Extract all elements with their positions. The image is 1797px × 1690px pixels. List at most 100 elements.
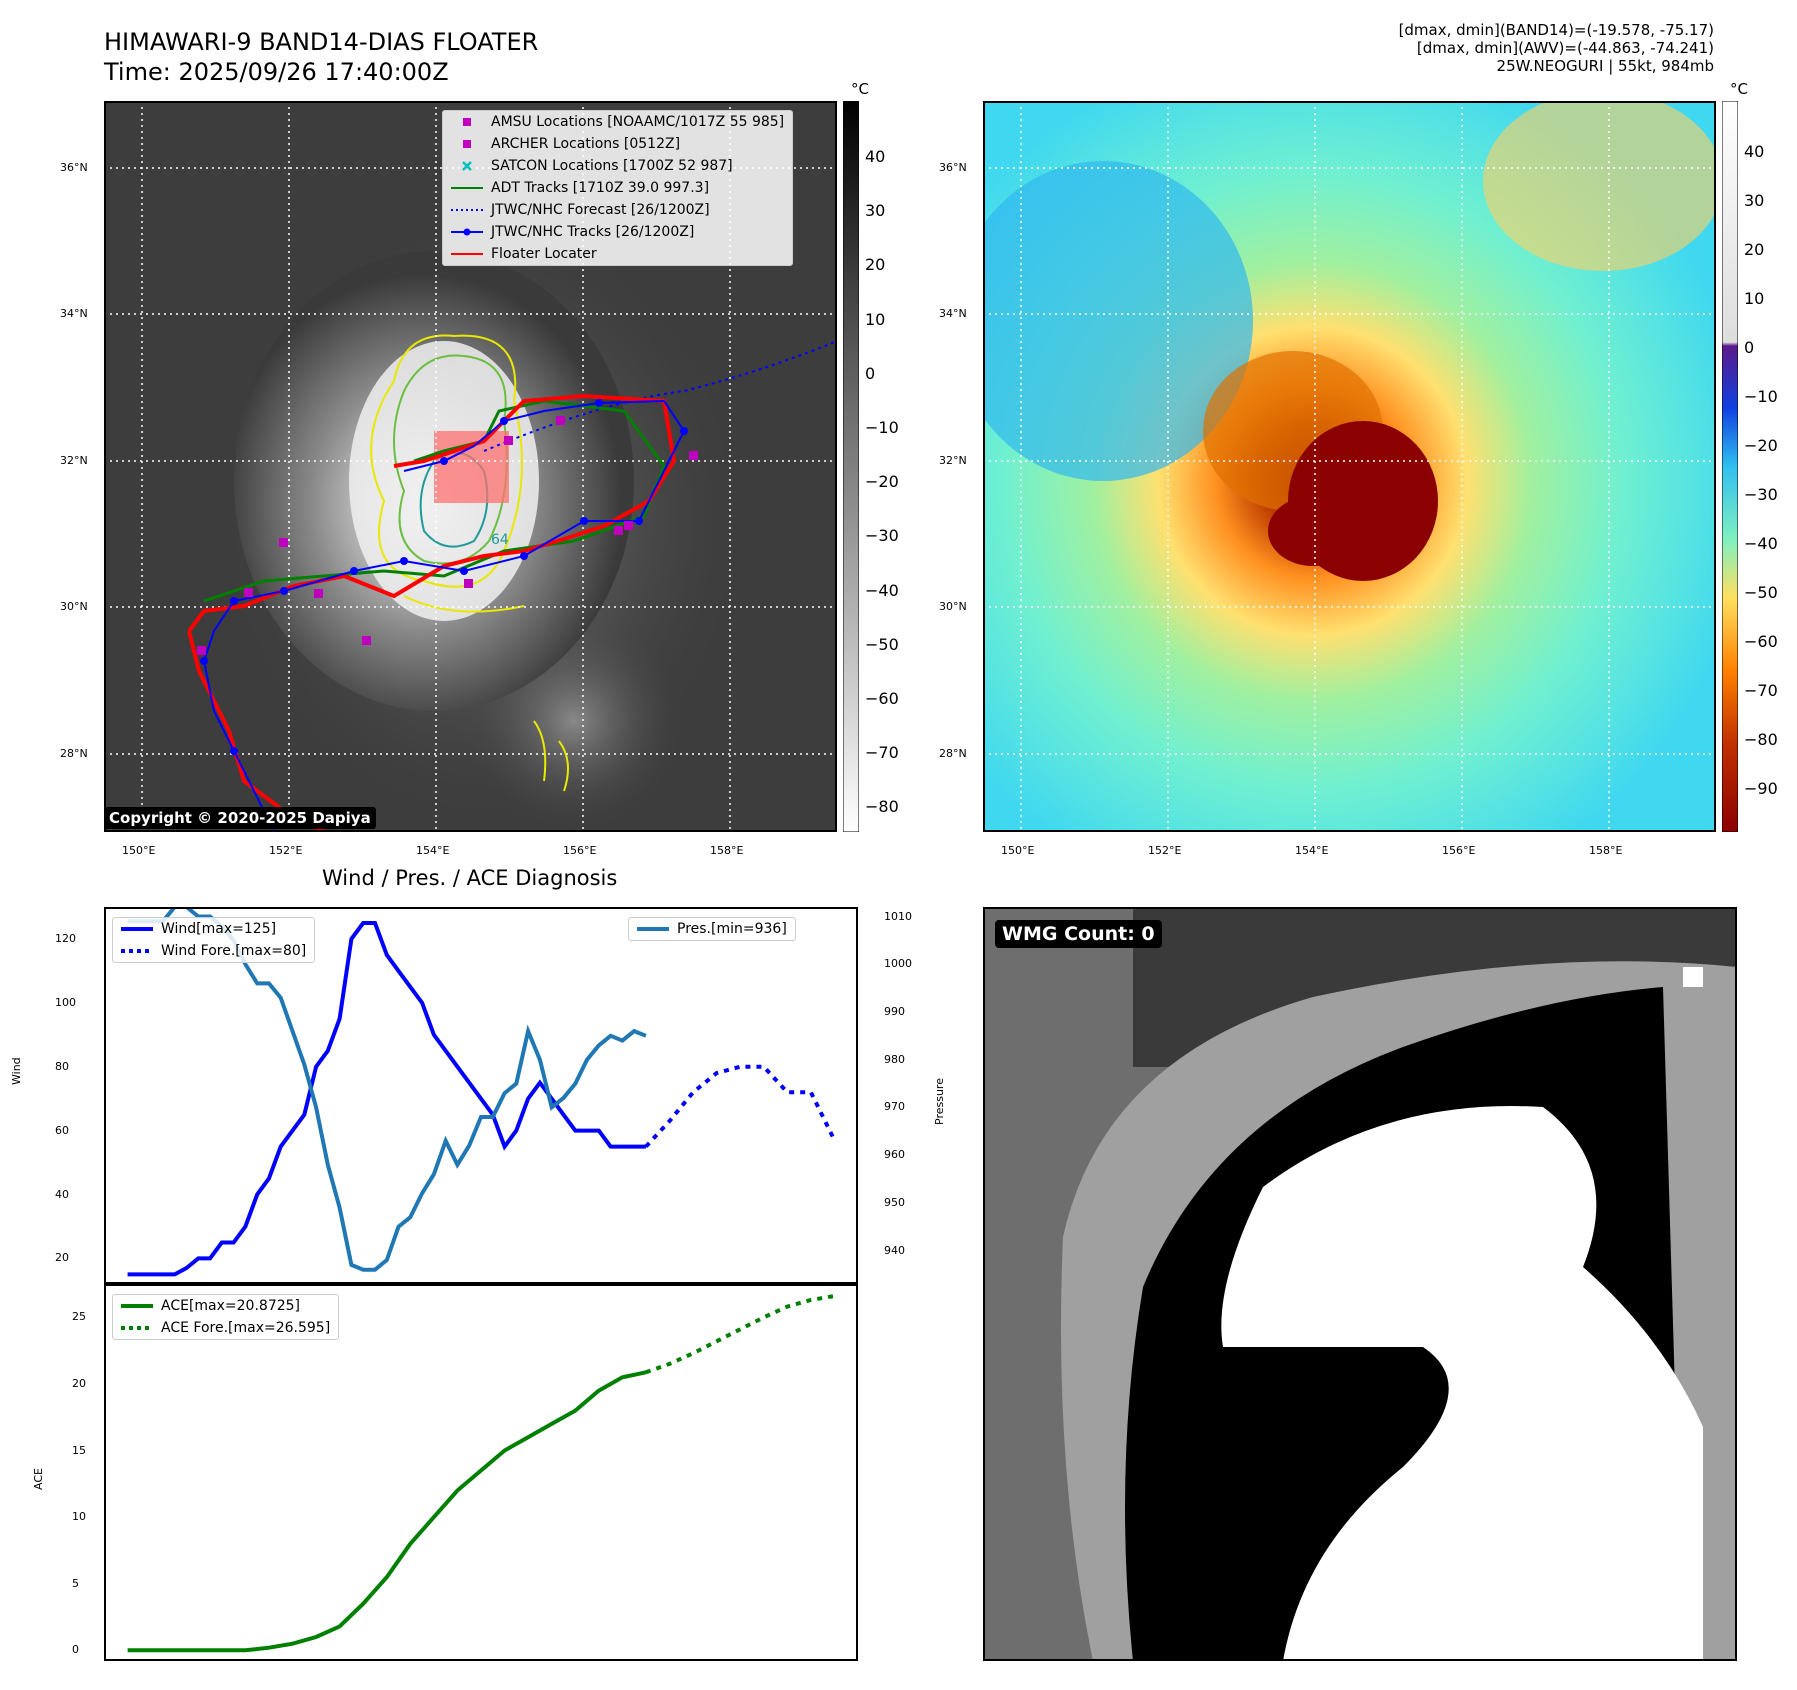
- wind-legend: Wind[max=125] Wind Fore.[max=80]: [112, 917, 316, 963]
- colorbar-tick: −10: [865, 418, 899, 437]
- map-lat-tick: 32°N: [60, 454, 88, 467]
- wind-ytick: 40: [55, 1187, 69, 1201]
- ir-contour-band: [533, 720, 569, 792]
- colorbar-tick: 0: [865, 363, 876, 383]
- pressure-legend: Pres.[min=936]: [628, 917, 796, 941]
- colorbar-tick: −10: [1744, 387, 1778, 406]
- colorbar-tick: −30: [865, 526, 899, 546]
- map-legend-entry: Floater Locater: [451, 246, 597, 262]
- ace-ytick: 20: [72, 1376, 86, 1390]
- pressure-ytick: 1000: [884, 957, 912, 971]
- map-lat-tick: 36°N: [60, 161, 88, 174]
- series-line-ace: [127, 1370, 647, 1653]
- colorbar-tick: 30: [1744, 191, 1765, 210]
- ace-ytick: 0: [72, 1643, 79, 1657]
- colorbar-tick: 0: [1744, 338, 1755, 357]
- map-lat-tick: 36°N: [939, 161, 967, 174]
- colorbar-tick: 30: [865, 201, 886, 221]
- amsu-archer-points: [197, 416, 698, 655]
- map-legend-entry: JTWC/NHC Tracks [26/1200Z]: [443, 221, 792, 243]
- colorbar-tick: −80: [865, 797, 899, 817]
- map-lat-tick: 28°N: [60, 747, 88, 760]
- map-legend-entry: JTWC/NHC Forecast [26/1200Z]: [451, 202, 710, 218]
- map-lon-tick: 150°E: [1001, 844, 1035, 857]
- wind-axis-label: Wind: [10, 1057, 23, 1085]
- map-lat-tick: 30°N: [60, 600, 88, 613]
- wmg-frame: [983, 907, 1737, 1661]
- ir-contour-green: [393, 354, 508, 565]
- figure-title: HIMAWARI-9 BAND14-DIAS FLOATER: [104, 28, 539, 56]
- pressure-ytick: 980: [884, 1052, 905, 1066]
- ace-ytick: 10: [72, 1510, 86, 1524]
- jtwc-track-points: [200, 399, 688, 755]
- wmg-white-core: [1221, 1106, 1703, 1661]
- map-lon-tick: 150°E: [122, 844, 156, 857]
- wind-chart-frame: [104, 907, 858, 1284]
- colorbar-tick: −50: [865, 634, 899, 654]
- colorbar-tick: 40: [865, 147, 886, 166]
- colorbar-tick: −70: [1744, 681, 1778, 700]
- wmg-count-badge: WMG Count: 0: [995, 920, 1162, 948]
- wv-colorbar: [1722, 101, 1738, 832]
- map-lat-tick: 30°N: [939, 600, 967, 613]
- ace-ytick: 25: [72, 1310, 86, 1324]
- ace-ytick: 15: [72, 1443, 86, 1457]
- wind-ytick: 20: [55, 1251, 69, 1265]
- wind-ytick: 120: [55, 931, 76, 945]
- map-lon-tick: 158°E: [710, 844, 744, 857]
- wv-north-moisture: [1483, 101, 1716, 271]
- colorbar-tick: −70: [865, 743, 899, 763]
- ace-chart: [127, 1294, 835, 1653]
- ace-ytick: 5: [72, 1576, 79, 1590]
- wind-ytick: 100: [55, 995, 76, 1009]
- map-lat-tick: 34°N: [939, 307, 967, 320]
- colorbar-tick: 20: [865, 255, 886, 275]
- wv-dry-region: [983, 161, 1253, 481]
- wmg-image: [983, 907, 1737, 1661]
- ir-map-frame: [104, 101, 837, 832]
- map-lat-tick: 32°N: [939, 454, 967, 467]
- colorbar-tick: −40: [1744, 534, 1778, 553]
- ir-colorbar-unit: °C: [851, 80, 869, 98]
- map-lon-tick: 158°E: [1589, 844, 1623, 857]
- series-line-wind-fore-: [644, 1064, 837, 1148]
- pressure-ytick: 990: [884, 1004, 905, 1018]
- figure-time: Time: 2025/09/26 17:40:00Z: [104, 58, 449, 86]
- colorbar-tick: −40: [865, 580, 899, 600]
- ace-legend: ACE[max=20.8725] ACE Fore.[max=26.595]: [112, 1294, 340, 1340]
- meta-awv: [dmax, dmin](AWV)=(-44.863, -74.241): [1416, 39, 1714, 57]
- wv-colorbar-unit: °C: [1730, 80, 1748, 98]
- colorbar-tick: −80: [1744, 730, 1778, 749]
- map-legend-entry: SATCON Locations [1700Z 52 987]: [443, 155, 792, 177]
- map-legend-entry: ADT Tracks [1710Z 39.0 997.3]: [451, 180, 710, 196]
- colorbar-tick: −90: [1744, 779, 1778, 798]
- colorbar-tick: −20: [865, 472, 899, 492]
- wv-core-west: [1268, 496, 1358, 566]
- copyright-badge: Copyright © 2020-2025 Dapiya: [104, 807, 376, 829]
- ace-chart-frame: [104, 1284, 858, 1661]
- pressure-ytick: 950: [884, 1195, 905, 1209]
- map-lon-tick: 152°E: [269, 844, 303, 857]
- colorbar-tick: 10: [1744, 289, 1765, 308]
- meta-band14: [dmax, dmin](BAND14)=(-19.578, -75.17): [1398, 21, 1714, 39]
- map-legend-entry: AMSU Locations [NOAAMC/1017Z 55 985]: [443, 111, 792, 133]
- pressure-ytick: 960: [884, 1148, 905, 1162]
- map-lon-tick: 156°E: [1442, 844, 1476, 857]
- ir-contour-label: 64: [491, 532, 509, 548]
- map-lon-tick: 152°E: [1148, 844, 1182, 857]
- colorbar-tick: −60: [865, 689, 899, 708]
- meta-storm: 25W.NEOGURI | 55kt, 984mb: [1496, 57, 1714, 75]
- colorbar-tick: −50: [1744, 583, 1778, 602]
- wv-map: [983, 101, 1716, 832]
- wmg-speck: [1683, 967, 1703, 987]
- wind-ytick: 60: [55, 1123, 69, 1137]
- pressure-ytick: 970: [884, 1100, 905, 1114]
- legend-wind-forecast: Wind Fore.[max=80]: [121, 943, 307, 959]
- map-legend: AMSU Locations [NOAAMC/1017Z 55 985] ARCH…: [442, 110, 794, 266]
- ir-contour-south: [403, 595, 525, 613]
- wv-gridlines: [983, 101, 1716, 832]
- series-line-ace-fore-: [645, 1294, 835, 1375]
- map-lon-tick: 154°E: [1295, 844, 1329, 857]
- colorbar-tick: 20: [1744, 240, 1765, 259]
